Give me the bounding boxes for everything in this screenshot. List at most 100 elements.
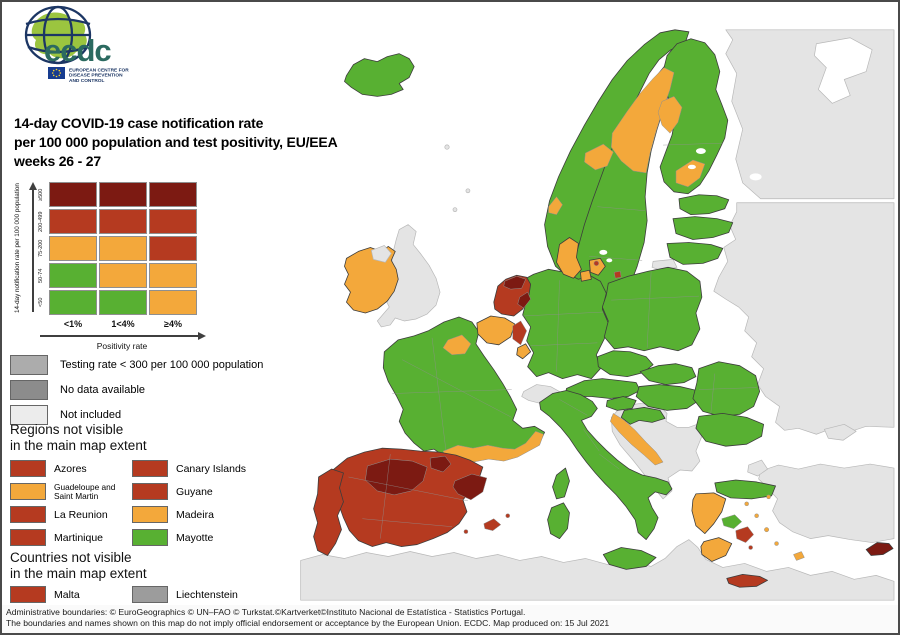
map-region-bulgaria: [695, 412, 764, 447]
map-region-denmark-zealand: [588, 257, 606, 276]
map-region-iceland: [344, 53, 415, 97]
region-item-canary-islands: Canary Islands: [132, 457, 292, 480]
legend-column-labels: <1% 1<4% ≥4%: [49, 319, 197, 329]
map-region-romania: [692, 361, 761, 417]
legend-cell: [149, 290, 197, 315]
not-included-swatch: [10, 404, 48, 425]
globe-icon: [24, 5, 92, 65]
legend-row-label: <50: [38, 297, 44, 308]
legend-cell: [99, 209, 147, 234]
map-region-finland-central: [657, 96, 683, 134]
eu-flag-icon: [48, 67, 65, 79]
map-region-norway-trondelag: [584, 143, 614, 171]
map-region-greece-attica: [735, 526, 754, 543]
malta-swatch: [10, 586, 46, 603]
map-region-crete: [726, 573, 768, 588]
map-copenhagen: [593, 260, 599, 266]
map-region-spain-navarra: [429, 455, 452, 473]
logo-org-line3: AND CONTROL: [69, 78, 105, 84]
legend-cell: [149, 209, 197, 234]
azores-label: Azores: [54, 462, 87, 475]
not-included-label: Not included: [60, 408, 122, 421]
legend-row-labels: ≥500 200-499 75-200 50-74 <50: [38, 182, 44, 315]
no-data-swatch: [10, 379, 48, 400]
canary-islands-label: Canary Islands: [176, 462, 247, 475]
countries-heading-line2: in the main map extent: [10, 566, 147, 581]
map-region-bornholm: [614, 271, 622, 279]
legend-item-not-included: Not included: [10, 402, 263, 427]
la-reunion-label: La Reunion: [54, 508, 108, 521]
map-orkney: [452, 207, 458, 213]
map-region-corsica: [552, 467, 570, 500]
mayotte-swatch: [132, 529, 168, 546]
testing-rate-label: Testing rate < 300 per 100 000 populatio…: [60, 358, 264, 371]
map-region-lithuania: [666, 242, 724, 265]
map-region-turkey: [758, 463, 895, 543]
map-region-sardinia: [547, 502, 570, 539]
map-region-croatia-coast: [610, 413, 664, 466]
title-line2: per 100 000 population and test positivi…: [14, 134, 338, 150]
gray-legend: Testing rate < 300 per 100 000 populatio…: [10, 352, 263, 427]
ecdc-logo: ecdc EUROPEAN CENTRE FOR DISEASE PREVENT…: [24, 5, 129, 84]
map-region-hungary: [635, 384, 700, 411]
title-line3: weeks 26 - 27: [14, 153, 101, 169]
map-region-sicily: [602, 547, 657, 570]
map-lake-vattern: [606, 258, 613, 263]
liechtenstein-swatch: [132, 586, 168, 603]
legend-cell: [99, 290, 147, 315]
martinique-swatch: [10, 529, 46, 546]
legend-cell: [149, 236, 197, 261]
liechtenstein-label: Liechtenstein: [176, 588, 238, 601]
map-region-france-paris: [442, 334, 472, 356]
map-region-luxembourg: [516, 343, 532, 360]
region-item-madeira: Madeira: [132, 503, 292, 526]
legend-cell: [99, 236, 147, 261]
map-lake-ladoga: [749, 173, 762, 181]
regions-heading-line1: Regions not visible: [10, 422, 124, 437]
map-region-slovenia: [605, 396, 637, 411]
legend-x-axis-label: Positivity rate: [96, 341, 148, 351]
map-region-greece-central: [721, 514, 742, 529]
map-aegean-island-red: [748, 545, 753, 550]
legend-y-axis-label: 14-day notification rate per 100 000 pop…: [14, 183, 21, 313]
legend-x-axis-arrow: [40, 332, 206, 340]
madeira-label: Madeira: [176, 508, 214, 521]
map-lake-finland-1: [695, 148, 706, 155]
map-region-finland-southeast: [675, 159, 706, 188]
map-region-poland: [601, 266, 703, 352]
map-region-menorca: [505, 513, 510, 518]
map-region-belgium: [476, 315, 516, 346]
legend-cell: [49, 263, 97, 288]
map-faroe-islands: [444, 144, 450, 150]
la-reunion-swatch: [10, 506, 46, 523]
regions-heading-line2: in the main map extent: [10, 438, 147, 453]
map-region-ibiza: [463, 529, 469, 534]
map-region-germany: [520, 268, 609, 380]
map-region-portugal: [313, 468, 344, 556]
map-nuts-lines: [348, 142, 757, 539]
map-white-sea: [814, 37, 873, 104]
countries-legend-list: Malta Liechtenstein: [10, 583, 292, 606]
countries-section-heading: Countries not visible in the main map ex…: [10, 550, 147, 582]
no-data-label: No data available: [60, 383, 146, 396]
regions-section-heading: Regions not visible in the main map exte…: [10, 422, 147, 454]
legend-cell: [99, 182, 147, 207]
mayotte-label: Mayotte: [176, 531, 214, 544]
logo-org-line1: EUROPEAN CENTRE FOR: [69, 68, 129, 74]
map-region-cyprus: [865, 542, 894, 556]
region-item-mayotte: Mayotte: [132, 526, 292, 549]
map-region-rhodes: [793, 551, 805, 561]
map-region-turkey-thrace: [747, 459, 768, 477]
guadeloupe-swatch: [10, 483, 46, 500]
legend-row-label: 75-200: [38, 239, 44, 258]
guadeloupe-label: Guadeloupe and Saint Martin: [54, 481, 116, 501]
legend-cell: [99, 263, 147, 288]
map-region-norway-west: [548, 196, 563, 215]
map-region-belgium-east: [512, 320, 527, 346]
map-region-greece-peloponnese: [700, 537, 733, 562]
canary-islands-swatch: [132, 460, 168, 477]
footer-line2: The boundaries and names shown on this m…: [6, 617, 610, 628]
madeira-swatch: [132, 506, 168, 523]
region-item-la-reunion: La Reunion: [10, 503, 132, 526]
